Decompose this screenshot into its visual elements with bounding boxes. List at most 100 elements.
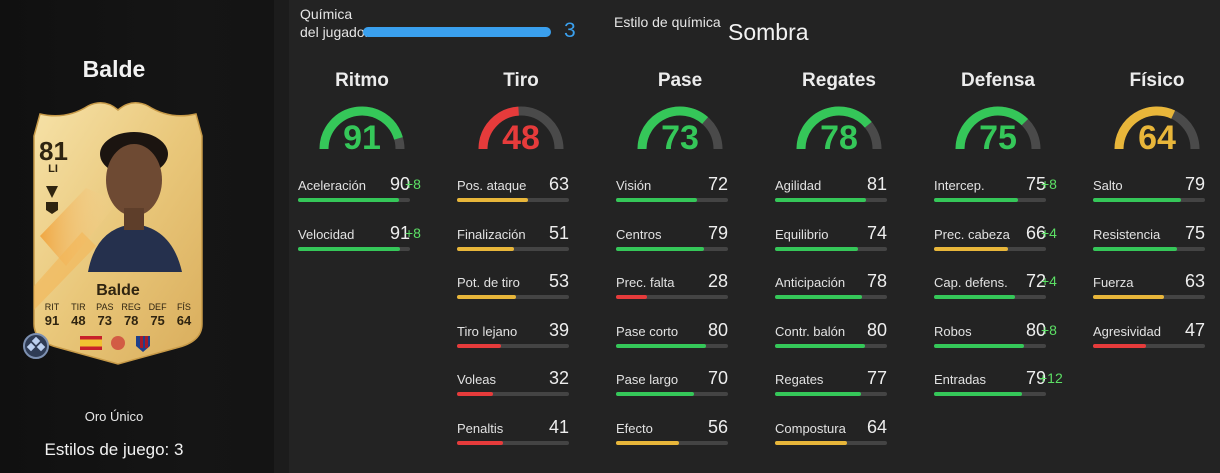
stat-value: 64 [866, 416, 887, 437]
stat-value: 80 [866, 319, 887, 340]
stat-value: 72 [1025, 271, 1046, 291]
stat-name: Resistencia [1093, 226, 1161, 242]
stat-value: 51 [548, 222, 569, 243]
stat-bar-fill [616, 392, 695, 396]
stat-name: Voleas [457, 372, 497, 387]
stat-bar-fill [457, 295, 517, 299]
stat-name: Intercep. [934, 178, 985, 193]
chemistry-style-value[interactable]: Sombra [728, 19, 809, 45]
stat-row[interactable]: Finalización 51 [457, 222, 583, 251]
stat-name: Prec. falta [616, 275, 675, 290]
stat-bar-fill [934, 246, 1008, 251]
stat-name: Entradas [934, 372, 987, 387]
category-gauge: 91 [316, 103, 408, 163]
category-físico: Físico 64 Salto 79 Resistencia 75 Fuerza 63 Agre… [1093, 70, 1220, 348]
stat-value: 63 [548, 174, 569, 194]
category-value: 78 [820, 119, 858, 157]
stat-row[interactable]: Efecto 56 [616, 417, 742, 445]
stat-row[interactable]: Pot. de tiro 53 [457, 271, 583, 299]
chemistry-style-icon [23, 333, 49, 359]
stat-bar-fill [616, 440, 679, 445]
stat-row[interactable]: Anticipación 78 [775, 271, 901, 299]
stat-bar-fill [1093, 246, 1177, 251]
stat-row[interactable]: Penaltis 41 [457, 417, 583, 445]
stat-bar [775, 295, 887, 299]
stat-bar [457, 343, 569, 348]
stat-name: Compostura [775, 420, 846, 436]
stat-bar [775, 198, 887, 202]
stat-bar-fill [457, 246, 515, 251]
stat-row[interactable]: Cap. defens. 72 +4 [934, 271, 1060, 299]
stat-name: Pase corto [616, 323, 679, 339]
stat-row[interactable]: Intercep. 75 +8 [934, 174, 1060, 202]
stat-name: Efecto [616, 420, 653, 436]
stat-value: 78 [866, 271, 887, 291]
category-regates: Regates 78 Agilidad 81 Equilibrio 74 Anticipac… [775, 70, 903, 445]
card-background [33, 102, 203, 365]
stat-bar [616, 246, 728, 251]
stat-value: 90 [389, 174, 410, 194]
stat-value: 28 [707, 271, 728, 291]
card-stat-label: PAS [96, 302, 114, 312]
player-card[interactable]: 81 LI Balde RIT 91 TIR 48 PAS 73 REG 78 DEF 75 FÍS… [26, 96, 210, 366]
category-title: Regates [802, 70, 876, 91]
stat-row[interactable]: Agilidad 81 [775, 174, 901, 202]
stat-row[interactable]: Compostura 64 [775, 416, 901, 445]
stat-bar-fill [934, 198, 1018, 202]
stat-name: Prec. cabeza [934, 226, 1010, 242]
stat-row[interactable]: Fuerza 63 [1093, 271, 1219, 299]
card-stat-value: 73 [97, 313, 113, 328]
stat-row[interactable]: Pase largo 70 [616, 368, 742, 396]
stat-value: 75 [1184, 222, 1205, 243]
stat-name: Cap. defens. [934, 275, 1008, 290]
playstyle-icon [46, 186, 58, 198]
stat-row[interactable]: Agresividad 47 [1093, 320, 1219, 348]
stat-value: 66 [1025, 222, 1046, 243]
card-stat: DEF 75 [146, 302, 170, 328]
stat-name: Robos [934, 323, 972, 339]
stat-value: 79 [1184, 174, 1205, 194]
stat-row[interactable]: Entradas 79 +12 [934, 368, 1063, 396]
stat-row[interactable]: Salto 79 [1093, 174, 1219, 202]
stat-row[interactable]: Resistencia 75 [1093, 222, 1219, 251]
stat-value: 91 [389, 222, 410, 243]
card-stat: REG 78 [119, 302, 143, 328]
category-title: Ritmo [335, 70, 389, 91]
stat-value: 75 [1025, 174, 1046, 194]
category-title: Defensa [961, 70, 1035, 91]
stat-row[interactable]: Regates 77 [775, 368, 901, 396]
stat-bar-fill [457, 440, 503, 445]
stat-row[interactable]: Pase corto 80 [616, 320, 742, 348]
stat-row[interactable]: Prec. falta 28 [616, 271, 742, 299]
stat-bonus: +8 [405, 176, 421, 192]
card-stat: RIT 91 [40, 302, 64, 328]
league-icon [111, 336, 125, 350]
category-gauge: 48 [475, 103, 567, 163]
stat-name: Aceleración [298, 178, 366, 193]
stat-row[interactable]: Robos 80 +8 [934, 320, 1060, 348]
stat-row[interactable]: Equilibrio 74 [775, 222, 901, 251]
category-pase: Pase 73 Visión 72 Centros 79 Prec. falta 28 Pase… [616, 70, 744, 445]
stat-row[interactable]: Voleas 32 [457, 368, 583, 396]
stat-name: Contr. balón [775, 323, 846, 339]
stat-row[interactable]: Pos. ataque 63 [457, 174, 583, 202]
stat-bar-fill [934, 295, 1015, 299]
stat-row[interactable]: Prec. cabeza 66 +4 [934, 222, 1060, 251]
stat-row[interactable]: Contr. balón 80 [775, 319, 901, 348]
stat-value: 79 [707, 222, 728, 243]
stat-row[interactable]: Aceleración 90 +8 [298, 174, 424, 202]
stat-row[interactable]: Visión 72 [616, 174, 742, 202]
stat-row[interactable]: Velocidad 91 +8 [298, 222, 424, 251]
category-title: Físico [1129, 70, 1185, 91]
card-stat: TIR 48 [66, 302, 90, 328]
card-name: Balde [96, 282, 140, 299]
stat-bar-fill [616, 246, 705, 251]
stat-row[interactable]: Centros 79 [616, 222, 742, 251]
stat-name: Fuerza [1093, 275, 1134, 290]
stat-name: Agresividad [1093, 323, 1161, 339]
card-stats: RIT 91 TIR 48 PAS 73 REG 78 DEF 75 FÍS 64 [40, 302, 196, 328]
stat-bar-fill [775, 392, 862, 396]
stat-row[interactable]: Tiro lejano 39 [457, 320, 583, 348]
stat-value: 74 [866, 222, 887, 243]
stat-bar [1093, 246, 1205, 251]
